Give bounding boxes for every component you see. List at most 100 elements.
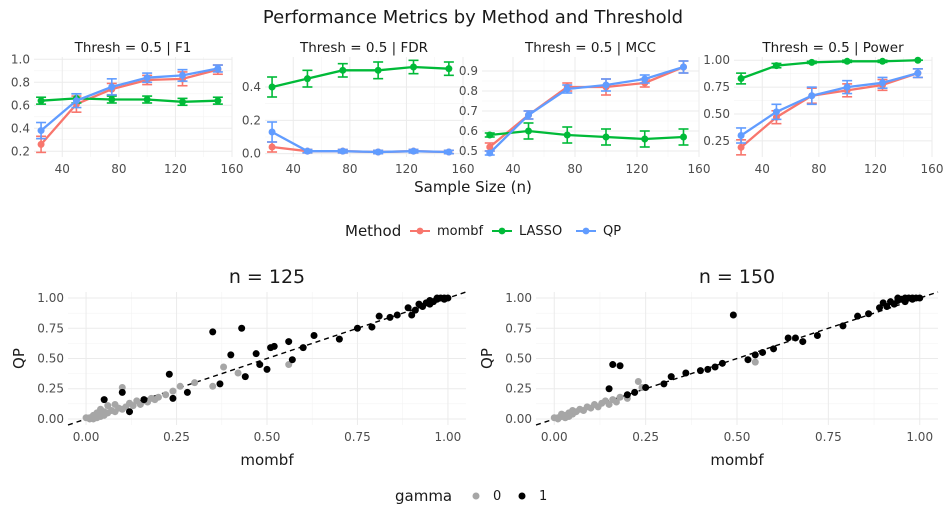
y-tick-label: 0.7 (459, 104, 478, 118)
point-gamma-0 (209, 382, 217, 390)
data-point (914, 69, 922, 77)
point-gamma-1 (241, 373, 249, 381)
x-tick-label: 80 (567, 162, 582, 176)
point-gamma-0 (191, 379, 199, 387)
x-tick-label: 1.00 (435, 430, 462, 444)
x-tick-label: 80 (342, 162, 357, 176)
x-tick-label: 0.50 (254, 430, 281, 444)
point-gamma-1 (711, 363, 719, 371)
data-point (179, 98, 186, 106)
legend-item-gamma-1: 1 (518, 489, 547, 504)
point-gamma-1 (310, 332, 318, 340)
point-gamma-1 (238, 324, 246, 332)
y-tick-label: 0.6 (459, 124, 478, 138)
point-gamma-1 (609, 361, 617, 369)
x-tick-label: 0.00 (541, 430, 568, 444)
y-tick-label: 1.00 (505, 291, 532, 305)
gamma-legend-title: gamma (395, 487, 452, 505)
panel-title: n = 150 (699, 266, 775, 288)
point-gamma-0 (751, 358, 759, 366)
data-point (143, 74, 151, 82)
x-tick-label: 160 (452, 162, 475, 176)
y-axis-title: QP (478, 348, 496, 369)
point-gamma-1 (216, 380, 224, 388)
point-gamma-0 (612, 398, 620, 406)
series-line-lasso (40, 97, 218, 103)
y-tick-label: 0.8 (11, 75, 30, 89)
point-gamma-1 (411, 306, 419, 314)
y-tick-label: 0.00 (505, 412, 532, 426)
point-gamma-1 (791, 334, 799, 342)
data-point (772, 62, 780, 70)
point-gamma-1 (729, 311, 737, 319)
y-tick-label: 0.00 (37, 412, 64, 426)
y-tick-label: 0.75 (505, 321, 532, 335)
point-gamma-1 (784, 334, 792, 342)
point-gamma-1 (353, 324, 361, 332)
legend-item-lasso: LASSO (492, 224, 562, 239)
series-line-mombf (740, 72, 919, 149)
point-gamma-0 (129, 402, 137, 410)
data-point (486, 131, 494, 139)
point-gamma-0 (154, 393, 162, 401)
legend-label-lasso: LASSO (519, 224, 562, 239)
data-point (879, 57, 886, 65)
point-gamma-1 (616, 362, 624, 370)
legend-label-gamma-0: 0 (493, 489, 501, 504)
facet-f1: 40 80 120 160 0.2 0.4 0.6 0.8 1.0 Thresh = 0.5 | … (11, 40, 244, 176)
data-point (339, 66, 347, 74)
data-point (374, 148, 382, 156)
point-gamma-1 (682, 369, 690, 377)
x-tick-label: 120 (626, 162, 649, 176)
data-point (37, 97, 45, 105)
point-gamma-0 (162, 391, 170, 399)
point-gamma-0 (634, 377, 642, 385)
x-tick-label: 160 (921, 162, 944, 176)
legend-dot-lasso (498, 227, 506, 235)
x-tick-label: 1.00 (906, 430, 933, 444)
x-tick-label: 40 (55, 162, 70, 176)
facet-mcc: 40 80 120 160 0.5 0.6 0.7 0.8 0.9 Thresh = 0.5 | … (459, 40, 711, 176)
series-line-lasso (489, 129, 684, 141)
point-gamma-0 (169, 387, 177, 395)
data-point (680, 133, 687, 141)
y-tick-label: 0.0 (242, 147, 261, 161)
series-lasso (36, 92, 223, 107)
point-gamma-1 (704, 365, 712, 373)
point-gamma-1 (623, 391, 631, 399)
y-tick-label: 0.50 (37, 352, 64, 366)
data-point (641, 75, 649, 83)
point-gamma-0 (554, 415, 562, 423)
facet-title-f1: Thresh = 0.5 | F1 (74, 40, 192, 56)
data-point (525, 127, 532, 135)
point-gamma-1 (393, 311, 401, 319)
point-gamma-1 (285, 338, 293, 346)
facet-title-fdr: Thresh = 0.5 | FDR (299, 40, 428, 56)
data-point (268, 128, 276, 136)
point-gamma-1 (118, 388, 126, 396)
data-point (445, 148, 453, 156)
point-gamma-1 (408, 311, 416, 319)
data-point (214, 64, 222, 72)
x-tick-label: 120 (395, 162, 418, 176)
series-qp (736, 68, 923, 144)
point-gamma-1 (100, 396, 108, 404)
data-point (303, 147, 311, 155)
facet-power: 40 80 120 160 0.25 0.50 0.75 1.00 Thresh = 0.5 |… (703, 40, 943, 176)
data-point (602, 81, 610, 89)
legend-label-mombf: mombf (437, 224, 484, 239)
data-point (303, 75, 311, 83)
x-tick-label: 40 (286, 162, 301, 176)
point-gamma-1 (263, 365, 271, 373)
y-tick-label: 0.50 (703, 107, 730, 121)
scatter-panels: 0.00 0.00 0.25 0.25 0.50 0.50 0.75 0.75 1.00 1.00… (10, 266, 939, 469)
y-tick-label: 0.8 (459, 84, 478, 98)
facet-fdr: 40 80 120 160 0.0 0.2 0.4 Thresh = 0.5 | FDR (242, 40, 475, 176)
method-legend-title: Method (345, 222, 401, 240)
x-tick-label: 40 (505, 162, 520, 176)
point-gamma-1 (299, 344, 307, 352)
x-tick-label: 0.25 (163, 430, 190, 444)
point-gamma-1 (916, 294, 924, 302)
point-gamma-1 (876, 304, 884, 312)
point-gamma-1 (839, 322, 847, 330)
